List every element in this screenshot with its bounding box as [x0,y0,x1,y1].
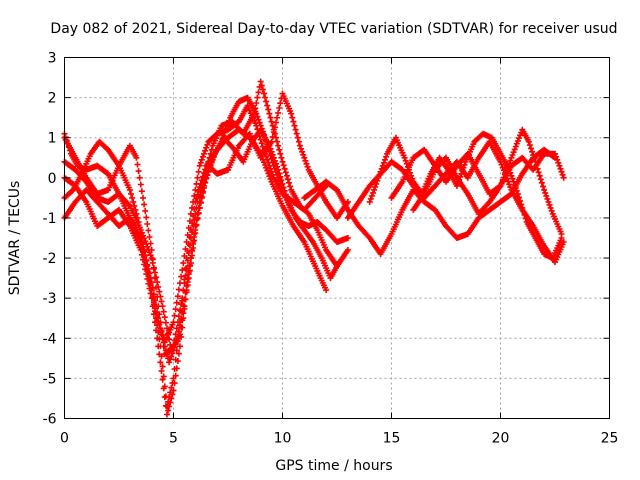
y-tick-label: 1 [48,131,57,147]
y-axis-label: SDTVAR / TECUs [7,181,23,296]
x-tick-label: 10 [274,431,292,447]
data-points [61,78,567,418]
y-tick-label: 3 [48,51,57,67]
x-tick-label: 0 [60,431,69,447]
data-point-markers [410,150,567,217]
y-tick-label: 2 [48,91,57,107]
y-tick-label: -1 [43,211,57,227]
x-tick-label: 5 [169,431,178,447]
y-tick-label: -3 [43,291,57,307]
y-tick-label: 0 [48,171,57,187]
x-tick-label: 20 [492,431,510,447]
y-tick-label: -6 [43,412,57,428]
x-tick-label: 25 [601,431,619,447]
x-axis-label: GPS time / hours [275,458,392,474]
plot-frame [64,57,610,419]
x-tick-label: 15 [383,431,401,447]
y-tick-label: -5 [43,371,57,387]
y-tick-label: -4 [43,331,57,347]
series-sat-11 [410,150,567,217]
y-tick-label: -2 [43,251,57,267]
chart-title: Day 082 of 2021, Sidereal Day-to-day VTE… [50,21,617,37]
